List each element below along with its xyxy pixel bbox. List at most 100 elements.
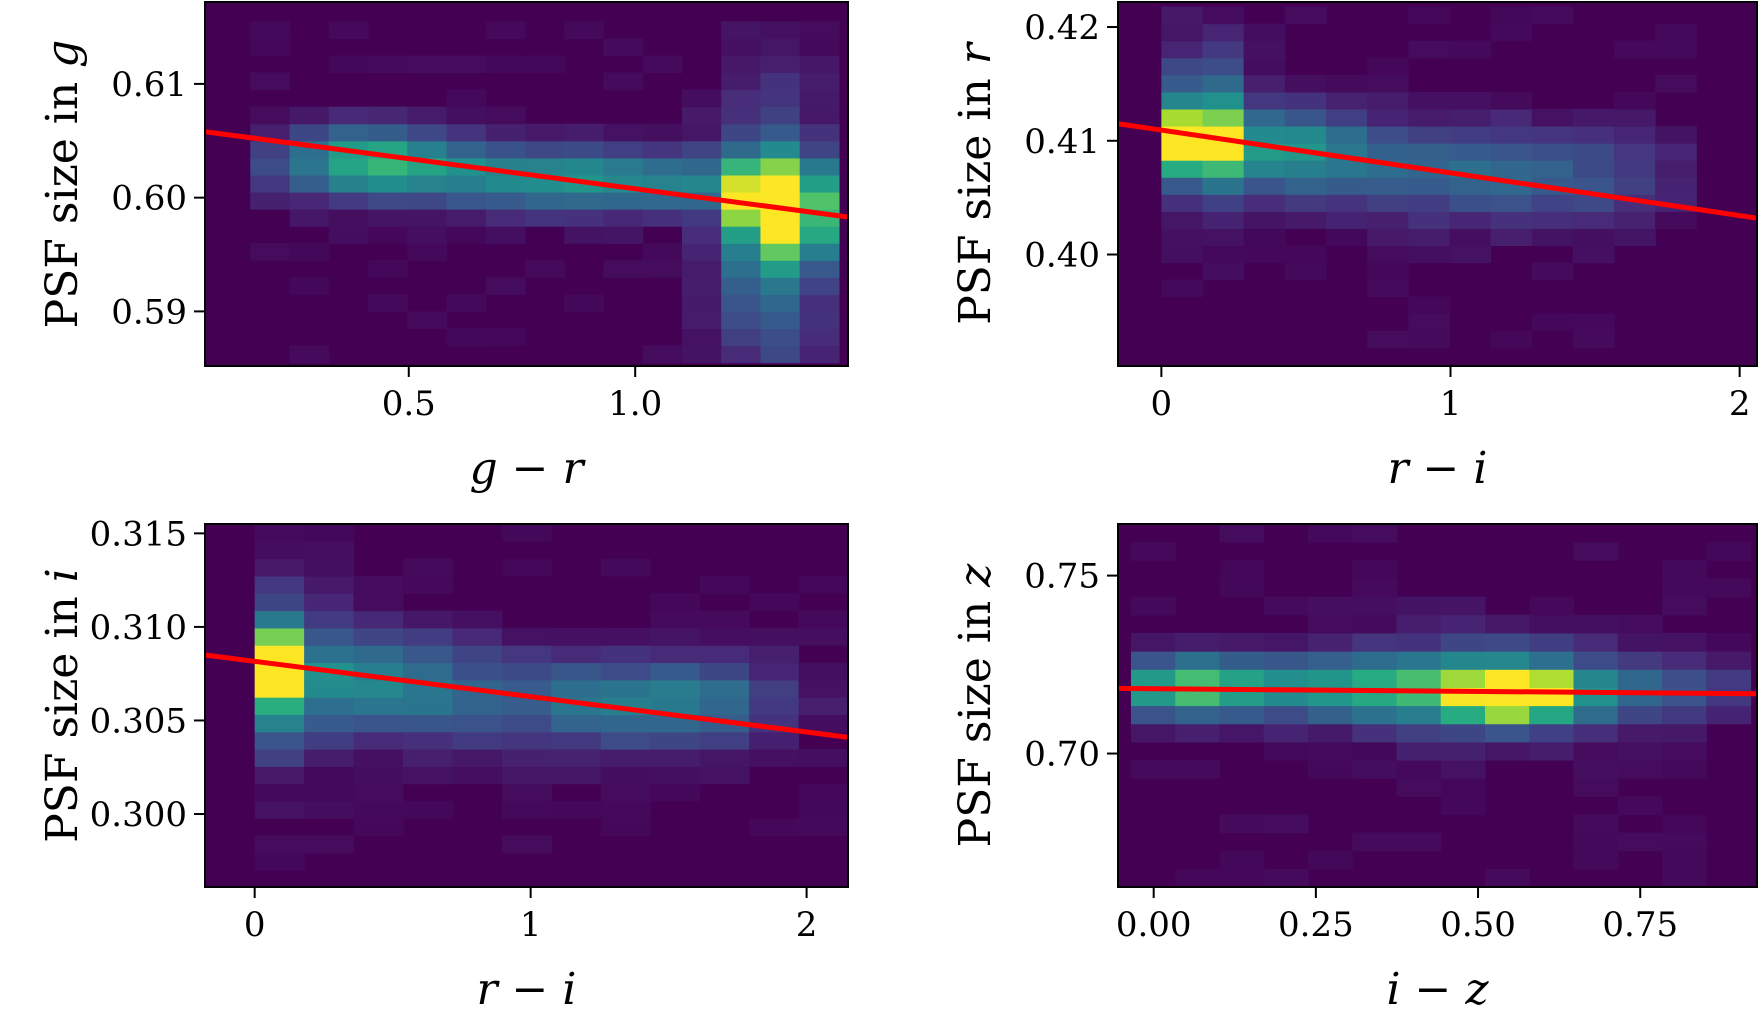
heatmap-cell	[799, 277, 840, 295]
heatmap-cell	[1367, 330, 1409, 349]
heatmap-cell	[501, 662, 552, 681]
heatmap-cell	[1352, 560, 1398, 580]
heatmap-cell	[452, 610, 503, 629]
heatmap-cell	[650, 783, 701, 802]
heatmap-cell	[524, 260, 565, 278]
heatmap-cell	[650, 766, 701, 785]
heatmap-cell	[681, 311, 722, 330]
heatmap-cell	[551, 800, 602, 819]
heatmap-cell	[1161, 279, 1204, 298]
heatmap-cell	[1490, 125, 1533, 144]
heatmap-cell	[699, 662, 750, 681]
heatmap-cell	[403, 645, 454, 664]
heatmap-cell	[1662, 596, 1707, 616]
heatmap-cell	[1408, 143, 1450, 161]
heatmap-cell	[749, 749, 800, 767]
heatmap-cell	[600, 679, 651, 698]
heatmap-cell	[799, 311, 840, 330]
heatmap-cell	[353, 645, 404, 664]
heatmap-cell	[368, 106, 408, 125]
heatmap-cell	[1325, 74, 1368, 93]
heatmap-cell	[749, 731, 800, 750]
heatmap-cell	[304, 610, 355, 629]
heatmap-cell	[1655, 40, 1697, 59]
heatmap-cell	[485, 277, 526, 295]
heatmap-cell	[1284, 91, 1327, 110]
heatmap-cell	[485, 106, 526, 125]
heatmap-cell	[650, 593, 701, 612]
x-tick-label: 0.00	[1116, 905, 1192, 945]
heatmap-cell	[485, 140, 526, 159]
heatmap-cell	[501, 800, 552, 819]
heatmap-cell	[1396, 651, 1442, 670]
heatmap-cell	[1352, 832, 1398, 852]
heatmap-cell	[1655, 211, 1697, 229]
heatmap-cell	[1613, 211, 1656, 229]
heatmap-cell	[1662, 814, 1707, 834]
heatmap-cell	[1449, 194, 1492, 212]
heatmap-cell	[1130, 632, 1176, 652]
heatmap-cell	[1449, 40, 1492, 59]
heatmap-cell	[721, 21, 762, 39]
heatmap-cell	[304, 679, 355, 698]
heatmap-cell	[760, 38, 801, 57]
heatmap-cell	[254, 679, 305, 698]
heatmap-cell	[1130, 669, 1176, 688]
heatmap-cell	[403, 575, 454, 594]
heatmap-cell	[452, 766, 503, 785]
heatmap-cell	[1202, 177, 1245, 195]
heatmap-cell	[446, 140, 487, 159]
heatmap-cell	[501, 524, 552, 542]
panel-g: 0.5 1.0 0.59 0.60 0.61 g − r PSF size in g	[37, 1, 849, 494]
heatmap-cell	[1243, 160, 1286, 178]
heatmap-cell	[1662, 723, 1707, 743]
heatmap-cell	[1613, 177, 1656, 195]
heatmap-cell	[1531, 160, 1574, 178]
heatmap-cell	[501, 627, 552, 646]
heatmap-cell	[1573, 669, 1619, 688]
heatmap-cell	[289, 345, 330, 364]
heatmap-cell	[353, 818, 404, 837]
heatmap-cell	[250, 157, 291, 176]
heatmap-cell	[721, 89, 762, 108]
heatmap-cell	[452, 714, 503, 733]
heatmap-cell	[1161, 143, 1204, 161]
y-tick-label: 0.70	[1024, 735, 1100, 775]
heatmap-cell	[304, 749, 355, 767]
x-tick-label: 1	[520, 905, 542, 945]
heatmap-cell	[1662, 651, 1707, 670]
heatmap-cell	[254, 731, 305, 750]
heatmap-cell	[603, 226, 644, 244]
heatmap-cell	[798, 575, 848, 594]
heatmap-cell	[642, 55, 683, 74]
heatmap-cell	[600, 558, 651, 577]
heatmap-cell	[1440, 596, 1486, 616]
heatmap-cell	[1202, 91, 1245, 110]
heatmap-cell	[1367, 143, 1409, 161]
heatmap-cell	[1243, 108, 1286, 127]
heatmap-cell	[254, 593, 305, 612]
heatmap-cell	[1284, 194, 1327, 212]
heatmap	[1161, 6, 1697, 349]
heatmap-cell	[1307, 741, 1353, 761]
heatmap-cell	[452, 645, 503, 664]
heatmap-cell	[760, 21, 801, 39]
heatmap-cell	[254, 610, 305, 629]
heatmap-cell	[1440, 723, 1486, 743]
heatmap-cell	[600, 662, 651, 681]
heatmap-cell	[681, 328, 722, 347]
heatmap-cell	[1485, 868, 1530, 887]
heatmap-cell	[1175, 868, 1221, 887]
heatmap-cell	[1408, 228, 1450, 247]
heatmap-cell	[1655, 143, 1697, 161]
heatmap-cell	[749, 679, 800, 698]
heatmap-cell	[1408, 6, 1450, 25]
heatmap-cell	[551, 714, 602, 733]
heatmap-cell	[1529, 596, 1575, 616]
heatmap-cell	[600, 800, 651, 819]
heatmap-cell	[485, 226, 526, 244]
heatmap-cell	[1325, 160, 1368, 178]
heatmap-cell	[328, 21, 369, 39]
heatmap-cell	[1175, 669, 1221, 688]
heatmap-cell	[1243, 211, 1286, 229]
